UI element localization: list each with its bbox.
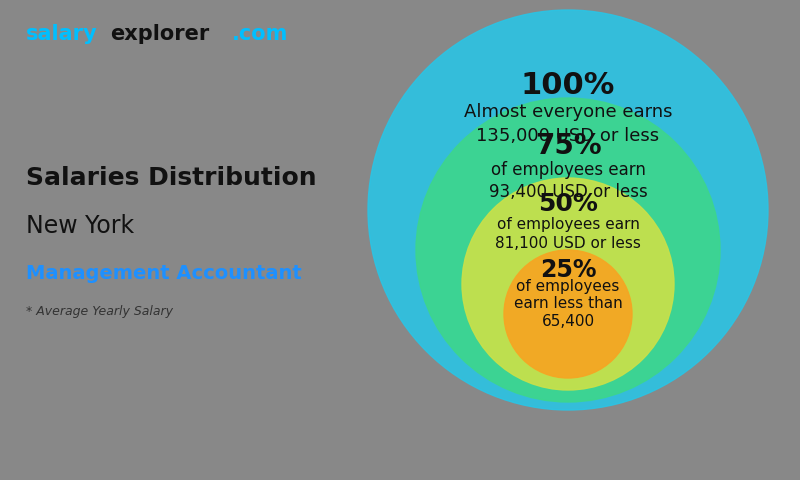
Text: 93,400 USD or less: 93,400 USD or less <box>489 183 647 201</box>
Text: Salaries Distribution: Salaries Distribution <box>26 166 316 190</box>
Text: 81,100 USD or less: 81,100 USD or less <box>495 236 641 251</box>
Text: * Average Yearly Salary: * Average Yearly Salary <box>26 305 173 319</box>
Text: earn less than: earn less than <box>514 297 622 312</box>
Text: Management Accountant: Management Accountant <box>26 264 302 283</box>
Text: 100%: 100% <box>521 72 615 100</box>
Text: 75%: 75% <box>534 132 602 160</box>
Text: explorer: explorer <box>110 24 210 44</box>
Text: New York: New York <box>26 214 134 238</box>
Text: 50%: 50% <box>538 192 598 216</box>
Text: .com: .com <box>232 24 288 44</box>
Text: of employees: of employees <box>516 279 620 295</box>
Text: of employees earn: of employees earn <box>490 161 646 179</box>
Circle shape <box>504 250 632 378</box>
Circle shape <box>368 10 768 410</box>
Text: 65,400: 65,400 <box>542 313 594 328</box>
Text: Almost everyone earns: Almost everyone earns <box>464 103 672 121</box>
Circle shape <box>416 98 720 402</box>
Text: 135,000 USD or less: 135,000 USD or less <box>477 127 659 145</box>
Text: of employees earn: of employees earn <box>497 216 639 231</box>
Text: 25%: 25% <box>540 258 596 282</box>
Text: salary: salary <box>26 24 98 44</box>
Circle shape <box>462 178 674 390</box>
